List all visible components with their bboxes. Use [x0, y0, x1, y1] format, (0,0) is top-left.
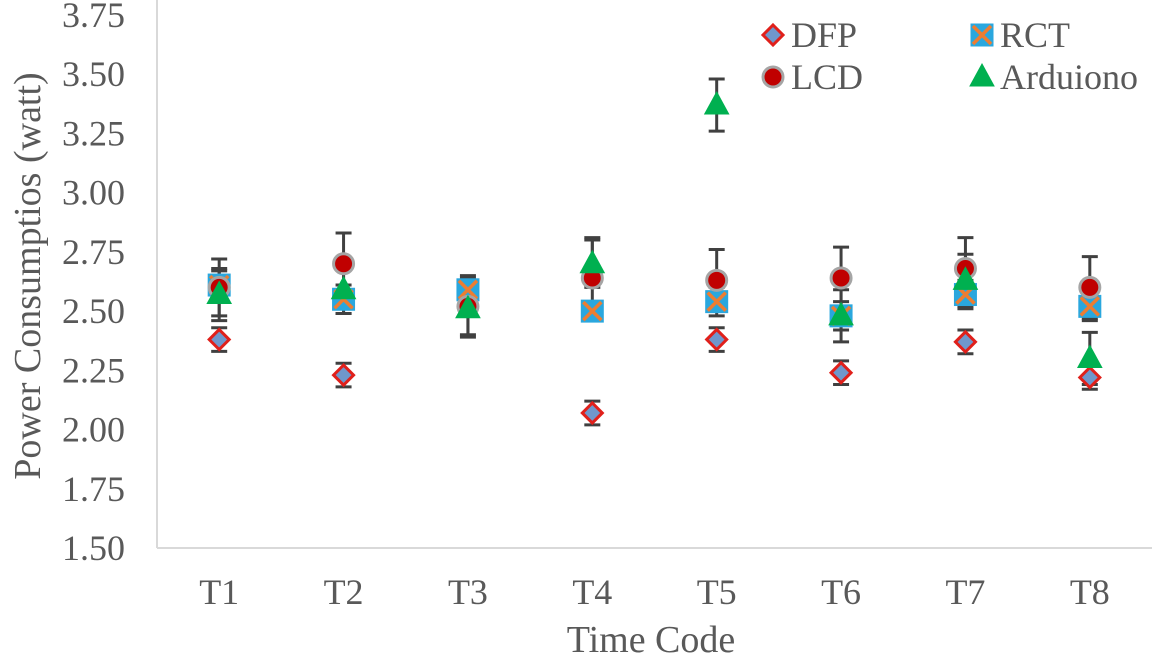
data-point-dfp	[953, 329, 978, 355]
data-point-dfp	[207, 327, 232, 352]
x-tick-label: T6	[821, 572, 861, 612]
x-tick-label: T7	[945, 572, 985, 612]
legend-label: DFP	[791, 15, 857, 55]
data-point-rct	[580, 299, 604, 323]
data-point-arduiono	[579, 249, 606, 274]
data-point-arduiono	[206, 280, 233, 305]
data-point-rct	[1078, 294, 1102, 318]
y-tick-label: 2.75	[62, 232, 125, 272]
legend-label: LCD	[791, 57, 863, 97]
data-point-dfp	[580, 400, 605, 426]
axes: 1.50 1.75 2.00 2.25 2.50 2.75 3.00 3.25 3.50 3.75…	[62, 0, 1152, 612]
legend-item-arduiono: Arduiono	[969, 57, 1138, 97]
data-point-arduiono	[330, 275, 357, 300]
x-tick-label: T8	[1070, 572, 1110, 612]
data-markers	[206, 90, 1103, 426]
data-point-arduiono	[455, 294, 481, 319]
data-point-arduiono	[828, 301, 854, 326]
x-tick-label: T4	[572, 572, 612, 612]
legend-item-rct: RCT	[970, 15, 1070, 55]
y-axis-title: Power Consumptios (watt)	[7, 72, 49, 479]
legend-label: RCT	[1000, 15, 1070, 55]
x-axis-title: Time Code	[567, 619, 736, 656]
y-tick-label: 3.00	[62, 173, 125, 213]
data-point-arduiono	[1076, 344, 1103, 368]
y-tick-label: 2.00	[62, 410, 125, 450]
legend: DFP RCT LCD Arduiono	[760, 15, 1138, 97]
y-tick-label: 3.75	[62, 0, 125, 35]
x-tick-label: T2	[324, 572, 364, 612]
data-point-dfp	[331, 362, 356, 388]
data-point-lcd	[705, 268, 729, 292]
x-tick-label: T5	[697, 572, 737, 612]
data-point-dfp	[704, 327, 729, 352]
y-tick-label: 3.50	[62, 54, 125, 94]
y-tick-label: 3.25	[62, 113, 125, 153]
y-tick-label: 2.25	[62, 350, 125, 390]
data-point-arduiono	[703, 90, 730, 115]
legend-item-lcd: LCD	[761, 57, 863, 97]
data-point-lcd	[332, 252, 356, 276]
legend-marker	[760, 22, 786, 48]
legend-item-dfp: DFP	[760, 15, 857, 55]
x-tick-label: T1	[199, 572, 239, 612]
legend-label: Arduiono	[1000, 57, 1138, 97]
legend-marker	[761, 65, 785, 89]
y-tick-label: 2.50	[62, 291, 125, 331]
data-point-lcd	[829, 266, 853, 290]
data-point-arduiono	[952, 266, 979, 290]
y-tick-label: 1.50	[62, 528, 125, 568]
data-point-rct	[705, 290, 729, 314]
data-point-rct	[456, 278, 480, 302]
data-point-lcd	[1078, 275, 1102, 299]
y-tick-label: 1.75	[62, 469, 125, 509]
legend-marker	[970, 23, 994, 47]
data-point-dfp	[828, 360, 854, 385]
x-tick-label: T3	[448, 572, 488, 612]
data-point-dfp	[1077, 365, 1102, 390]
legend-marker	[969, 62, 995, 87]
